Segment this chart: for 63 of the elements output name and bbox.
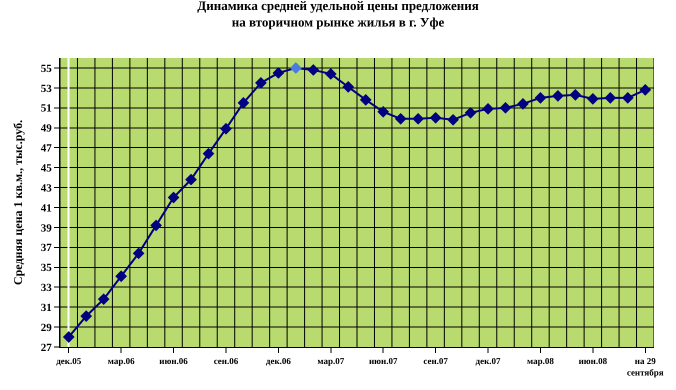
point bbox=[360, 94, 372, 106]
x-tick-label: июн.06 bbox=[159, 356, 188, 366]
y-tick-label: 31 bbox=[40, 302, 52, 314]
x-tick-label: дек.06 bbox=[266, 356, 292, 366]
x-tick-label: июн.07 bbox=[368, 356, 398, 366]
point bbox=[622, 92, 634, 104]
point bbox=[447, 114, 459, 126]
x-tick-label: мар.07 bbox=[317, 356, 345, 366]
x-tick-label: сен.06 bbox=[214, 356, 239, 366]
x-tick-label: мар.08 bbox=[527, 356, 554, 366]
x-tick-label: на 29 сентября bbox=[626, 356, 664, 378]
point bbox=[202, 148, 214, 160]
y-tick-label: 49 bbox=[40, 122, 52, 135]
point bbox=[307, 64, 320, 76]
y-tick-label: 55 bbox=[40, 62, 52, 75]
point bbox=[639, 84, 652, 96]
y-tick-label: 53 bbox=[40, 82, 52, 95]
point bbox=[604, 92, 616, 104]
x-tick-label: июн.08 bbox=[578, 356, 608, 366]
point bbox=[517, 98, 529, 110]
y-tick-label: 29 bbox=[40, 322, 52, 334]
y-tick-label: 27 bbox=[40, 342, 52, 354]
y-tick-label: 37 bbox=[40, 242, 52, 254]
point bbox=[238, 96, 250, 109]
y-tick-label: 43 bbox=[40, 182, 52, 194]
point bbox=[98, 293, 110, 306]
y-tick-label: 33 bbox=[40, 282, 52, 294]
point bbox=[150, 220, 162, 232]
point bbox=[552, 90, 564, 102]
point bbox=[115, 270, 127, 282]
point bbox=[132, 247, 144, 260]
y-tick-label: 41 bbox=[40, 202, 52, 214]
point bbox=[168, 192, 180, 204]
point bbox=[464, 106, 476, 119]
point bbox=[412, 112, 424, 125]
x-tick-label: дек.07 bbox=[476, 356, 502, 366]
point bbox=[324, 68, 337, 80]
point bbox=[80, 310, 92, 322]
point bbox=[534, 92, 546, 104]
point bbox=[570, 89, 582, 101]
y-tick-label: 45 bbox=[40, 162, 52, 174]
x-tick-label: сен.07 bbox=[423, 356, 448, 366]
x-tick-label: дек.05 bbox=[56, 356, 82, 366]
point bbox=[185, 174, 197, 186]
y-tick-label: 47 bbox=[40, 142, 52, 155]
x-tick-label: мар.06 bbox=[108, 356, 136, 366]
point bbox=[430, 112, 442, 124]
y-tick-label: 39 bbox=[40, 222, 52, 234]
point bbox=[220, 122, 232, 135]
point bbox=[255, 77, 267, 89]
y-tick-label: 35 bbox=[40, 262, 52, 274]
point bbox=[377, 106, 390, 118]
point bbox=[290, 62, 302, 74]
point bbox=[500, 102, 512, 114]
point bbox=[272, 67, 284, 79]
chart-title: Динамика средней удельной цены предложения на вторичном рынке жилья в г. Уфе bbox=[197, 0, 479, 30]
point bbox=[587, 93, 599, 105]
point bbox=[482, 102, 494, 115]
point bbox=[394, 112, 407, 125]
y-axis-title: Средняя цена 1 кв.м., тыс.руб. bbox=[11, 120, 26, 286]
point bbox=[342, 81, 354, 93]
point bbox=[62, 331, 75, 343]
y-tick-label: 51 bbox=[40, 102, 52, 115]
